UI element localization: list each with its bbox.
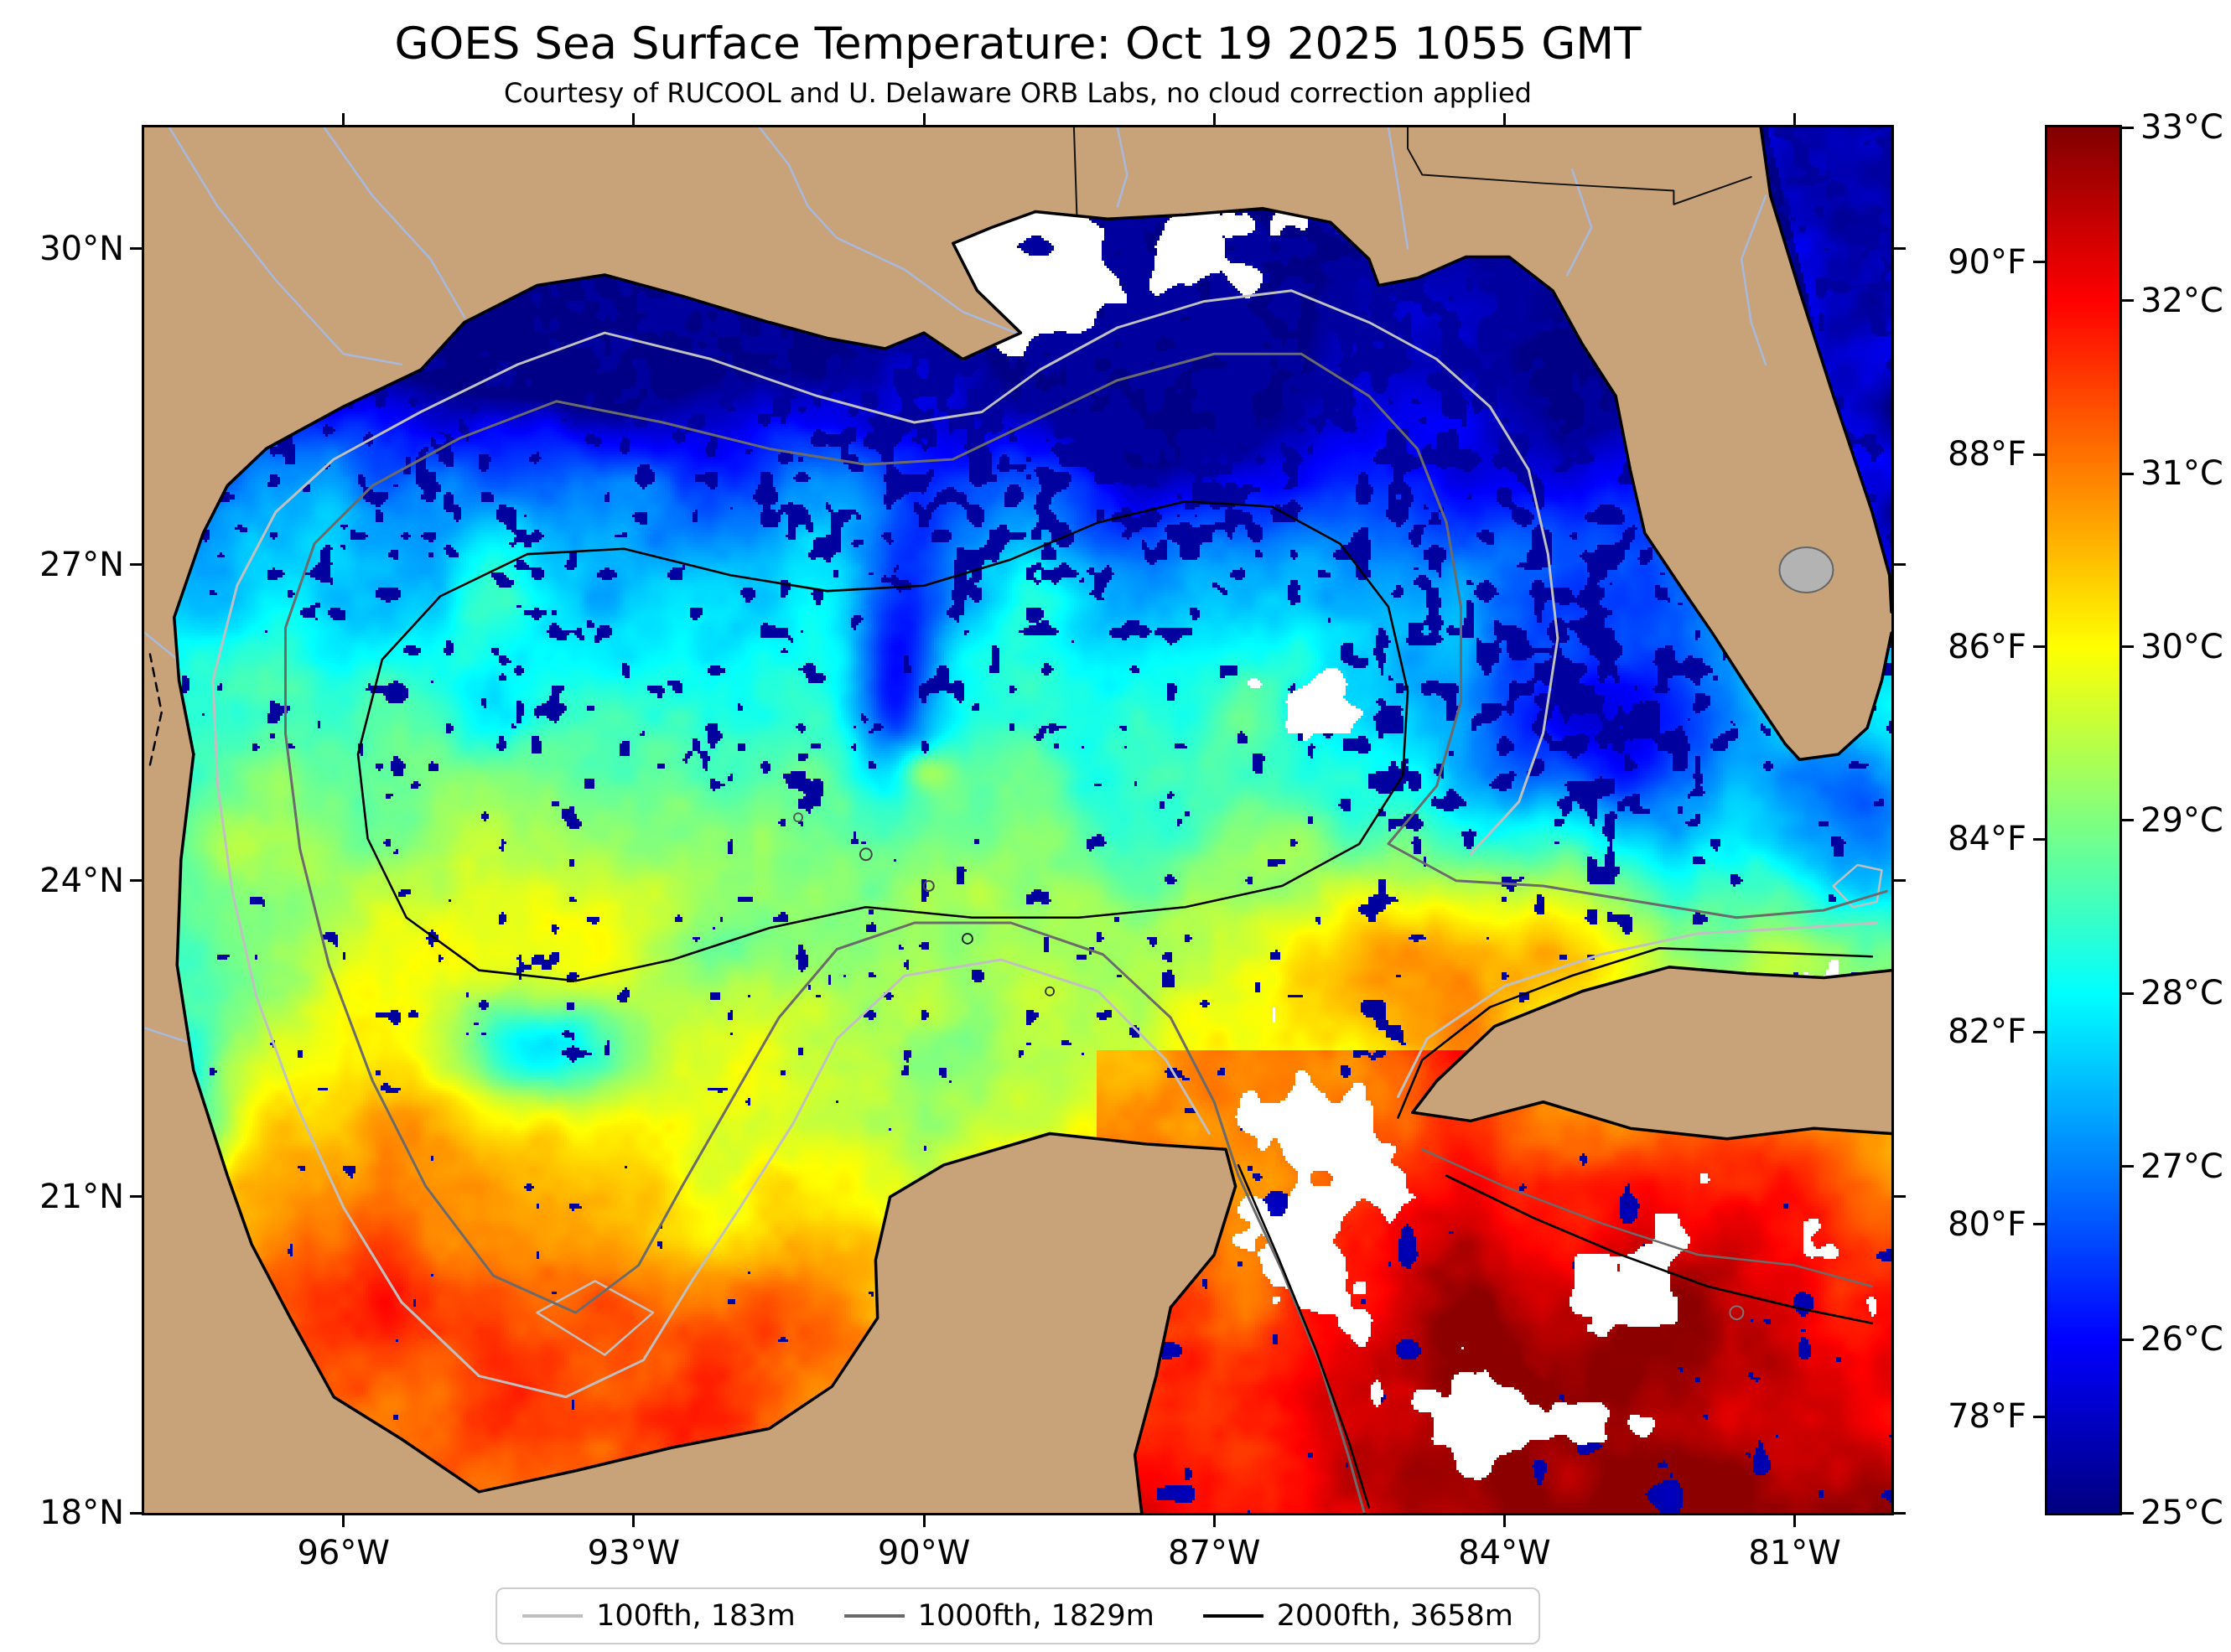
- colorbar-fahrenheit-tick: [2033, 645, 2045, 649]
- colorbar-celsius-label: 29°C: [2140, 800, 2223, 840]
- x-axis-tick-label: 90°W: [877, 1534, 971, 1572]
- colorbar-celsius-tick: [2122, 645, 2134, 649]
- colorbar-fahrenheit-label: 78°F: [1948, 1397, 2026, 1437]
- colorbar-celsius-label: 32°C: [2140, 281, 2223, 320]
- colorbar-celsius-tick: [2122, 299, 2134, 303]
- x-axis-tick-bottom: [342, 1515, 345, 1527]
- y-axis-tick-label: 24°N: [39, 861, 124, 900]
- colorbar-fahrenheit-label: 84°F: [1948, 820, 2026, 859]
- y-axis-tick-label: 18°N: [39, 1494, 124, 1532]
- x-axis-tick-label: 84°W: [1458, 1534, 1551, 1572]
- sst-map-canvas: [144, 127, 1891, 1513]
- bathymetry-legend: 100fth, 183m 1000fth, 1829m 2000fth, 3658m: [495, 1587, 1540, 1644]
- x-axis-tick-top: [1793, 113, 1797, 125]
- colorbar-celsius-label: 31°C: [2140, 454, 2223, 494]
- chart-subtitle: Courtesy of RUCOOL and U. Delaware ORB L…: [504, 77, 1532, 109]
- colorbar-celsius-tick: [2122, 126, 2134, 129]
- colorbar-fahrenheit-label: 80°F: [1948, 1204, 2026, 1244]
- colorbar-fahrenheit-label: 86°F: [1948, 627, 2026, 666]
- x-axis-tick-top: [922, 113, 926, 125]
- legend-line-sample: [1202, 1614, 1263, 1618]
- y-axis-tick-right: [1894, 247, 1906, 251]
- colorbar-celsius-label: 33°C: [2140, 108, 2223, 147]
- colorbar-celsius-tick: [2122, 1338, 2134, 1341]
- x-axis-tick-label: 93°W: [587, 1534, 681, 1572]
- y-axis-tick-label: 30°N: [39, 229, 124, 268]
- y-axis-tick-label: 21°N: [39, 1177, 124, 1216]
- legend-item-label: 2000fth, 3658m: [1276, 1599, 1513, 1633]
- x-axis-tick-bottom: [1793, 1515, 1797, 1527]
- legend-item-label: 100fth, 183m: [596, 1599, 796, 1633]
- colorbar-celsius-tick: [2122, 472, 2134, 475]
- colorbar-fahrenheit-tick: [2033, 837, 2045, 841]
- x-axis-tick-top: [632, 113, 636, 125]
- colorbar-celsius-label: 28°C: [2140, 974, 2223, 1013]
- colorbar-fahrenheit-label: 82°F: [1948, 1012, 2026, 1052]
- x-axis-tick-label: 96°W: [297, 1534, 390, 1572]
- y-axis-tick-label: 27°N: [39, 545, 124, 584]
- y-axis-tick-right: [1894, 563, 1906, 567]
- y-axis-tick-left: [130, 247, 142, 251]
- colorbar-celsius-label: 30°C: [2140, 627, 2223, 666]
- map-plot-area: [142, 125, 1894, 1515]
- y-axis-tick-right: [1894, 879, 1906, 883]
- colorbar-fahrenheit-tick: [2033, 1415, 2045, 1418]
- colorbar-fahrenheit-tick: [2033, 1030, 2045, 1033]
- x-axis-tick-bottom: [632, 1515, 636, 1527]
- legend-item-label: 1000fth, 1829m: [917, 1599, 1154, 1633]
- x-axis-tick-top: [1502, 113, 1506, 125]
- x-axis-tick-bottom: [1212, 1515, 1216, 1527]
- colorbar-celsius-tick: [2122, 1165, 2134, 1168]
- colorbar-celsius-label: 25°C: [2140, 1494, 2223, 1532]
- x-axis-tick-label: 81°W: [1748, 1534, 1841, 1572]
- colorbar: [2045, 125, 2122, 1515]
- colorbar-fahrenheit-tick: [2033, 453, 2045, 456]
- x-axis-tick-bottom: [922, 1515, 926, 1527]
- legend-item: 1000fth, 1829m: [843, 1599, 1154, 1633]
- legend-item: 2000fth, 3658m: [1202, 1599, 1513, 1633]
- y-axis-tick-left: [130, 879, 142, 883]
- colorbar-fahrenheit-label: 88°F: [1948, 435, 2026, 474]
- legend-line-sample: [843, 1614, 905, 1618]
- y-axis-tick-left: [130, 1511, 142, 1515]
- colorbar-fahrenheit-tick: [2033, 1223, 2045, 1226]
- colorbar-celsius-tick: [2122, 819, 2134, 821]
- x-axis-tick-top: [342, 113, 345, 125]
- legend-line-sample: [522, 1614, 584, 1618]
- colorbar-fahrenheit-tick: [2033, 261, 2045, 264]
- colorbar-celsius-tick: [2122, 992, 2134, 995]
- colorbar-fahrenheit-label: 90°F: [1948, 242, 2026, 282]
- x-axis-tick-top: [1212, 113, 1216, 125]
- x-axis-tick-bottom: [1502, 1515, 1506, 1527]
- legend-item: 100fth, 183m: [522, 1599, 796, 1633]
- y-axis-tick-right: [1894, 1195, 1906, 1199]
- colorbar-celsius-label: 26°C: [2140, 1320, 2223, 1359]
- x-axis-tick-label: 87°W: [1168, 1534, 1261, 1572]
- y-axis-tick-right: [1894, 1511, 1906, 1515]
- colorbar-celsius-label: 27°C: [2140, 1147, 2223, 1186]
- y-axis-tick-left: [130, 1195, 142, 1199]
- colorbar-celsius-tick: [2122, 1511, 2134, 1515]
- y-axis-tick-left: [130, 563, 142, 567]
- chart-title: GOES Sea Surface Temperature: Oct 19 202…: [394, 18, 1642, 70]
